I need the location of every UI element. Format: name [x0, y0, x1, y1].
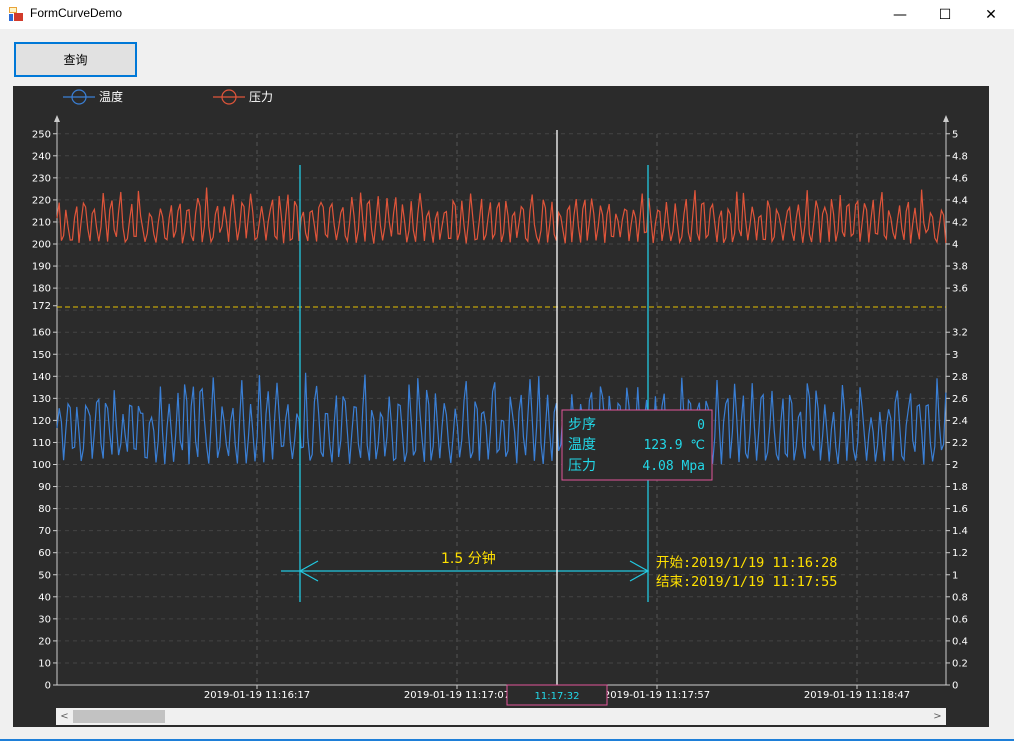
right-tick-label: 5 [952, 129, 958, 140]
right-tick-label: 1.8 [952, 482, 968, 493]
right-tick-label: 2.4 [952, 416, 968, 427]
right-tick-label: 1.6 [952, 504, 968, 515]
temperature-series-line [56, 372, 947, 465]
pressure-series-line [56, 187, 947, 245]
title-bar: FormCurveDemo — ☐ ✕ [0, 0, 1014, 29]
left-tick-label: 250 [32, 129, 51, 140]
right-tick-label: 0.6 [952, 614, 968, 625]
left-tick-label: 190 [32, 262, 51, 273]
right-tick-label: 3.8 [952, 262, 968, 273]
curve-chart[interactable]: 2502402302202102001901801721601501401301… [13, 86, 989, 727]
right-tick-label: 4 [952, 240, 958, 251]
left-tick-label: 220 [32, 195, 51, 206]
chevron-right-icon: > [933, 711, 942, 722]
left-tick-label: 230 [32, 173, 51, 184]
value-tooltip: 步序 0 温度 123.9 ℃ 压力 4.08 Mpa [561, 409, 713, 481]
legend-pressure: 压力 [249, 90, 273, 104]
left-tick-label: 60 [38, 548, 51, 559]
cursor-time-badge: 11:17:32 [506, 684, 608, 706]
x-tick-label: 2019-01-19 11:17:07 [404, 690, 510, 701]
measure-duration: 1.5 分钟 [441, 550, 496, 567]
app-icon [9, 7, 23, 21]
measure-start-time: 开始:2019/1/19 11:16:28 [656, 555, 837, 571]
left-tick-label: 30 [38, 614, 51, 625]
left-tick-label: 130 [32, 394, 51, 405]
measure-end-time: 结束:2019/1/19 11:17:55 [656, 574, 837, 590]
measure-arrow-right-icon [629, 560, 650, 582]
left-tick-label: 110 [32, 438, 51, 449]
left-tick-label: 140 [32, 372, 51, 383]
x-tick-label: 2019-01-19 11:18:47 [804, 690, 910, 701]
right-tick-label: 4.2 [952, 217, 968, 228]
chart-panel[interactable]: 250 240 230 220 210 200 190 180 172 160 150 140 130 1… [13, 86, 989, 727]
left-axis-arrow-icon [54, 115, 60, 122]
right-tick-label: 3 [952, 350, 958, 361]
close-button[interactable]: ✕ [968, 0, 1014, 29]
tooltip-pressure-value: 4.08 Mpa [642, 459, 705, 474]
right-tick-label: 1.2 [952, 548, 968, 559]
cursor-time-label: 11:17:32 [535, 691, 580, 702]
left-tick-label: 160 [32, 328, 51, 339]
scroll-left-button[interactable]: < [56, 708, 73, 725]
legend-pressure-marker [221, 89, 237, 105]
tooltip-temperature-value: 123.9 ℃ [643, 438, 705, 453]
right-tick-label: 0.8 [952, 592, 968, 603]
tooltip-pressure-label: 压力 [568, 458, 596, 474]
right-tick-label: 1 [952, 570, 958, 581]
right-tick-label: 4.4 [952, 195, 968, 206]
left-tick-label: 210 [32, 217, 51, 228]
right-axis-arrow-icon [943, 115, 949, 122]
minimize-icon: — [893, 6, 907, 23]
maximize-icon: ☐ [938, 6, 952, 23]
x-tick-label: 2019-01-19 11:16:17 [204, 690, 310, 701]
right-tick-label: 2.8 [952, 372, 968, 383]
tooltip-step-value: 0 [697, 418, 705, 433]
right-tick-label: 3.6 [952, 284, 968, 295]
right-tick-label: 2 [952, 460, 958, 471]
scroll-right-button[interactable]: > [929, 708, 946, 725]
maximize-button[interactable]: ☐ [922, 0, 968, 29]
right-tick-label: 1.4 [952, 526, 968, 537]
left-tick-label: 40 [38, 592, 51, 603]
left-tick-label: 150 [32, 350, 51, 361]
right-tick-label: 3.2 [952, 328, 968, 339]
window-title: FormCurveDemo [30, 6, 123, 20]
tooltip-temperature-label: 温度 [568, 437, 596, 453]
scroll-thumb[interactable] [73, 710, 165, 723]
horizontal-scrollbar[interactable]: < > [56, 708, 946, 725]
right-tick-label: 4.6 [952, 173, 968, 184]
close-icon: ✕ [985, 6, 997, 23]
left-tick-label: 240 [32, 151, 51, 162]
chevron-left-icon: < [60, 711, 69, 722]
left-tick-label: 80 [38, 504, 51, 515]
minimize-button[interactable]: — [877, 0, 923, 29]
left-tick-label: 0 [45, 681, 51, 692]
left-tick-label: 90 [38, 482, 51, 493]
left-tick-label: 100 [32, 460, 51, 471]
legend-temperature-marker [71, 89, 87, 105]
right-tick-label: 2.6 [952, 394, 968, 405]
tooltip-step-label: 步序 [568, 417, 596, 433]
right-tick-label: 0 [952, 681, 958, 692]
legend-temperature: 温度 [99, 89, 123, 104]
right-tick-label: 4.8 [952, 151, 968, 162]
legend: 温度 压力 [63, 89, 273, 105]
query-button[interactable]: 查询 [14, 42, 137, 77]
right-tick-label: 2.2 [952, 438, 968, 449]
left-tick-label: 172 [32, 301, 51, 312]
x-tick-label: 2019-01-19 11:17:57 [604, 690, 710, 701]
right-tick-label: 0.4 [952, 636, 968, 647]
left-tick-label: 20 [38, 636, 51, 647]
right-tick-label: 0.2 [952, 658, 968, 669]
left-tick-label: 180 [32, 284, 51, 295]
left-tick-label: 70 [38, 526, 51, 537]
window-border [0, 739, 1014, 741]
left-tick-label: 50 [38, 570, 51, 581]
left-tick-label: 200 [32, 240, 51, 251]
measure-arrow-left-icon [298, 560, 319, 582]
left-tick-label: 10 [38, 658, 51, 669]
left-tick-label: 120 [32, 416, 51, 427]
